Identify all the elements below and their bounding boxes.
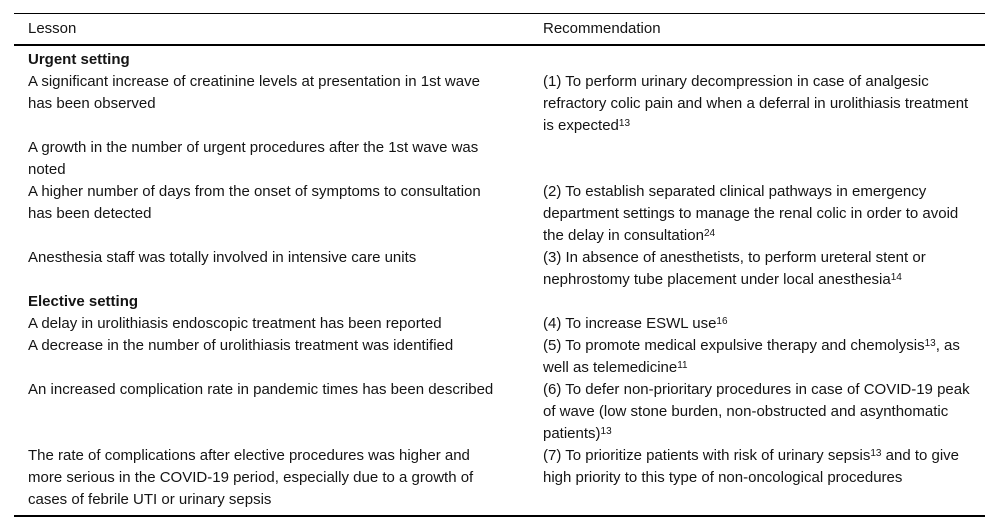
table-row: The rate of complications after elective… [14,445,985,511]
recommendation-cell: (4) To increase ESWL use16 [543,315,728,332]
section-title-elective-setting: Elective setting [28,293,139,310]
table-row: Anesthesia staff was totally involved in… [14,247,985,291]
section-title-urgent-setting: Urgent setting [28,51,130,68]
table-body: Urgent setting A significant increase of… [14,46,985,517]
lesson-cell: A higher number of days from the onset o… [28,183,481,222]
table-row: A significant increase of creatinine lev… [14,71,985,137]
recommendation-cell: (5) To promote medical expulsive therapy… [543,337,960,376]
recommendation-cell: (3) In absence of anesthetists, to perfo… [543,249,926,288]
table-row: A growth in the number of urgent procedu… [14,137,985,181]
lessons-recommendations-table: Lesson Recommendation Urgent setting A s… [14,13,985,517]
lesson-cell: A decrease in the number of urolithiasis… [28,337,454,354]
recommendation-cell: (6) To defer non-prioritary procedures i… [543,381,970,442]
lesson-cell: An increased complication rate in pandem… [28,381,494,398]
column-header-lesson: Lesson [28,20,77,37]
table-header-row: Lesson Recommendation [14,14,985,46]
table-row: A delay in urolithiasis endoscopic treat… [14,313,985,335]
lesson-cell: A growth in the number of urgent procedu… [28,139,479,178]
recommendation-cell: (2) To establish separated clinical path… [543,183,959,244]
lesson-cell: A delay in urolithiasis endoscopic treat… [28,315,442,332]
recommendation-cell [543,137,985,181]
column-header-recommendation: Recommendation [543,20,661,37]
lesson-cell: A significant increase of creatinine lev… [28,73,480,112]
table-row: A higher number of days from the onset o… [14,181,985,247]
table-row: An increased complication rate in pandem… [14,379,985,445]
recommendation-cell: (7) To prioritize patients with risk of … [543,447,960,486]
lesson-cell: Anesthesia staff was totally involved in… [28,249,417,266]
recommendation-cell: (1) To perform urinary decompression in … [543,73,969,134]
lesson-cell: The rate of complications after elective… [28,447,474,508]
table-row: A decrease in the number of urolithiasis… [14,335,985,379]
